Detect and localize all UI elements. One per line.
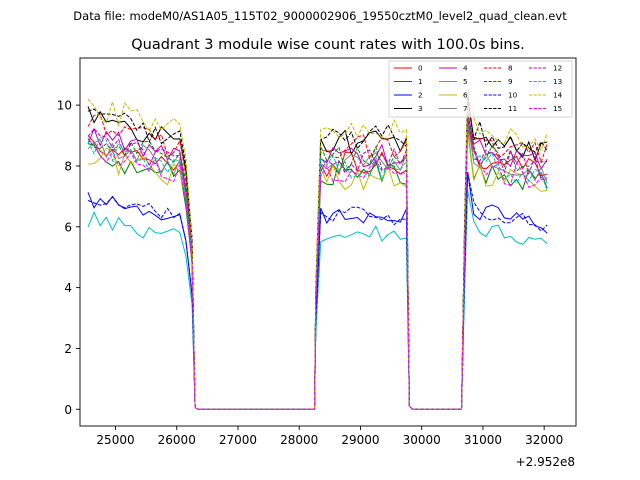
legend-label-12: 12 [553, 64, 562, 73]
x-tick-label: 27000 [219, 433, 257, 447]
y-tick-label: 8 [64, 159, 72, 173]
x-tick-label: 28000 [280, 433, 318, 447]
legend-label-10: 10 [508, 91, 518, 100]
series-line-10 [87, 171, 548, 410]
y-tick-label: 2 [64, 342, 72, 356]
legend-label-1: 1 [418, 77, 423, 86]
x-tick-label: 32000 [525, 433, 563, 447]
legend-label-13: 13 [553, 77, 562, 86]
legend-label-5: 5 [463, 77, 468, 86]
legend-label-2: 2 [418, 91, 423, 100]
x-tick-label: 25000 [96, 433, 134, 447]
legend-label-3: 3 [418, 104, 423, 113]
legend-label-6: 6 [463, 91, 468, 100]
x-tick-label: 26000 [158, 433, 196, 447]
chart-title: Quadrant 3 module wise count rates with … [131, 37, 525, 53]
legend-label-0: 0 [418, 64, 423, 73]
legend-box [388, 60, 573, 118]
x-tick-label: 29000 [341, 433, 379, 447]
x-offset-label: +2.952e8 [516, 455, 575, 469]
x-tick-label: 31000 [464, 433, 502, 447]
legend-label-4: 4 [463, 64, 468, 73]
x-axis: 25000 26000 27000 28000 29000 30000 31000 32000 [96, 426, 563, 447]
data-file-suptitle: Data file: modeM0/AS1A05_115T02_90000029… [73, 9, 567, 23]
legend-label-15: 15 [553, 104, 562, 113]
y-tick-label: 4 [64, 281, 72, 295]
x-tick-label: 30000 [403, 433, 441, 447]
y-tick-label: 0 [64, 403, 72, 417]
legend-label-14: 14 [553, 91, 563, 100]
legend-label-7: 7 [463, 104, 468, 113]
legend-label-11: 11 [508, 104, 517, 113]
series-line-15 [87, 126, 548, 410]
legend-label-9: 9 [508, 77, 513, 86]
y-axis: 0 2 4 6 8 10 [57, 99, 80, 417]
legend-label-8: 8 [508, 64, 513, 73]
plot-area [79, 57, 577, 427]
y-tick-label: 10 [57, 99, 72, 113]
y-tick-label: 6 [64, 220, 72, 234]
axes-frame [79, 57, 577, 427]
